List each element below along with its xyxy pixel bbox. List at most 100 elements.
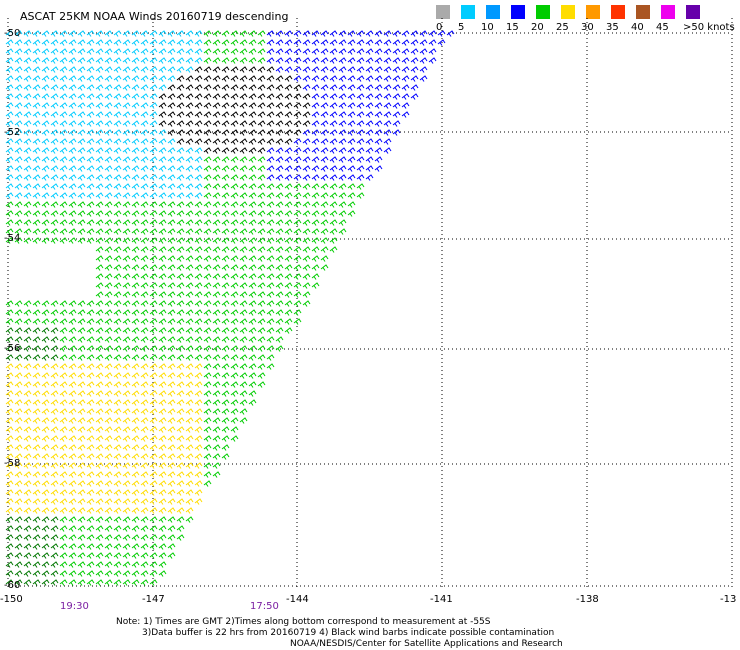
- wind-barb: [284, 66, 293, 73]
- wind-barb: [140, 30, 149, 37]
- wind-barb: [248, 255, 257, 262]
- wind-barb: [239, 219, 248, 226]
- wind-barb: [239, 120, 248, 127]
- wind-barb: [221, 210, 230, 217]
- wind-barb: [32, 516, 41, 523]
- wind-barb: [140, 57, 149, 64]
- wind-barb: [185, 165, 194, 172]
- wind-barb: [257, 228, 266, 235]
- wind-barb: [23, 219, 32, 226]
- wind-barb: [5, 516, 14, 523]
- wind-barb: [302, 129, 311, 136]
- wind-barb: [23, 228, 32, 235]
- wind-barb: [176, 354, 185, 361]
- wind-barb: [257, 66, 266, 73]
- wind-barb: [266, 93, 275, 100]
- wind-barb: [329, 111, 338, 118]
- wind-barb: [59, 30, 68, 37]
- wind-barb: [86, 444, 95, 451]
- wind-barb: [149, 93, 158, 100]
- wind-barb: [194, 255, 203, 262]
- wind-barb: [293, 39, 302, 46]
- wind-barb: [86, 228, 95, 235]
- wind-barb: [185, 435, 194, 442]
- wind-barb: [122, 39, 131, 46]
- wind-barb: [149, 498, 158, 505]
- wind-barb: [68, 48, 77, 55]
- wind-barb: [86, 372, 95, 379]
- wind-barb: [113, 237, 122, 244]
- wind-barb: [122, 399, 131, 406]
- wind-barb: [59, 336, 68, 343]
- wind-barb: [248, 381, 257, 388]
- wind-barb: [14, 435, 23, 442]
- wind-barb: [95, 498, 104, 505]
- wind-barb: [50, 219, 59, 226]
- wind-barb: [248, 300, 257, 307]
- wind-barb: [86, 102, 95, 109]
- wind-barb: [275, 282, 284, 289]
- wind-barb: [158, 48, 167, 55]
- wind-barb: [302, 273, 311, 280]
- wind-barb: [338, 120, 347, 127]
- wind-barb: [50, 57, 59, 64]
- wind-barb: [131, 138, 140, 145]
- wind-barb: [212, 138, 221, 145]
- wind-barb: [59, 489, 68, 496]
- wind-barb: [113, 354, 122, 361]
- wind-barb: [401, 48, 410, 55]
- wind-barb: [113, 462, 122, 469]
- wind-barb: [14, 561, 23, 568]
- wind-barb: [95, 399, 104, 406]
- wind-barb: [50, 147, 59, 154]
- wind-barb: [131, 192, 140, 199]
- wind-barb: [293, 255, 302, 262]
- wind-barb: [23, 426, 32, 433]
- wind-barb: [392, 111, 401, 118]
- wind-barb: [140, 480, 149, 487]
- wind-barb: [5, 462, 14, 469]
- wind-barb: [131, 210, 140, 217]
- wind-barb: [203, 336, 212, 343]
- wind-barb: [77, 75, 86, 82]
- wind-barb: [221, 183, 230, 190]
- wind-barb: [356, 129, 365, 136]
- wind-barb: [284, 282, 293, 289]
- wind-barb: [86, 48, 95, 55]
- wind-barb: [140, 435, 149, 442]
- wind-barb: [113, 561, 122, 568]
- wind-barb: [59, 372, 68, 379]
- wind-barb: [185, 120, 194, 127]
- wind-barb: [284, 201, 293, 208]
- wind-barb: [131, 336, 140, 343]
- wind-barb: [158, 534, 167, 541]
- wind-barb: [257, 111, 266, 118]
- wind-barb: [302, 174, 311, 181]
- wind-barb: [230, 237, 239, 244]
- wind-barb: [122, 93, 131, 100]
- wind-barb: [212, 84, 221, 91]
- wind-barb: [95, 327, 104, 334]
- wind-barb: [221, 165, 230, 172]
- wind-barb: [311, 255, 320, 262]
- wind-barb: [104, 30, 113, 37]
- lat-label-52: -52: [4, 127, 21, 138]
- wind-barb: [284, 156, 293, 163]
- wind-barb: [383, 129, 392, 136]
- wind-barb: [212, 363, 221, 370]
- wind-barb: [140, 111, 149, 118]
- wind-barb: [185, 354, 194, 361]
- wind-barb: [149, 309, 158, 316]
- wind-barb: [176, 57, 185, 64]
- wind-barb: [257, 75, 266, 82]
- wind-barb: [239, 237, 248, 244]
- wind-barb: [131, 156, 140, 163]
- wind-barb: [140, 300, 149, 307]
- wind-barb: [140, 426, 149, 433]
- wind-barb: [158, 489, 167, 496]
- wind-barb: [257, 165, 266, 172]
- wind-barb: [23, 102, 32, 109]
- wind-barb: [302, 282, 311, 289]
- wind-barb: [104, 264, 113, 271]
- wind-barb: [32, 147, 41, 154]
